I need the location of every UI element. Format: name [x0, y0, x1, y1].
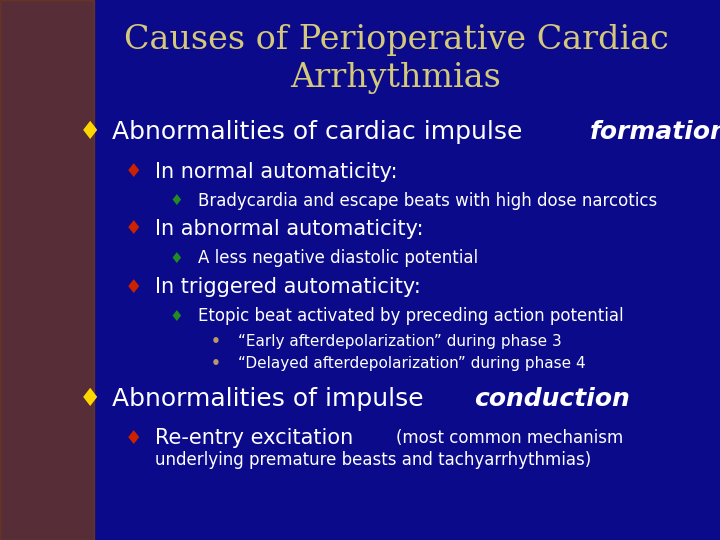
- Text: ♦: ♦: [170, 309, 183, 324]
- Text: ♦: ♦: [125, 219, 142, 239]
- Text: In abnormal automaticity:: In abnormal automaticity:: [155, 219, 423, 239]
- Text: (most common mechanism: (most common mechanism: [397, 429, 624, 448]
- Text: “Early afterdepolarization” during phase 3: “Early afterdepolarization” during phase…: [238, 334, 562, 349]
- Text: conduction: conduction: [474, 387, 630, 410]
- Text: “Delayed afterdepolarization” during phase 4: “Delayed afterdepolarization” during pha…: [238, 356, 585, 372]
- Text: ♦: ♦: [170, 193, 183, 208]
- Text: Arrhythmias: Arrhythmias: [291, 62, 501, 94]
- Text: •: •: [211, 356, 221, 372]
- Text: Abnormalities of impulse: Abnormalities of impulse: [112, 387, 431, 410]
- Text: Abnormalities of cardiac impulse: Abnormalities of cardiac impulse: [112, 120, 530, 144]
- Text: formation: formation: [590, 120, 720, 144]
- Text: ♦: ♦: [125, 162, 142, 181]
- Text: ♦: ♦: [78, 387, 102, 410]
- Text: In triggered automaticity:: In triggered automaticity:: [155, 277, 420, 298]
- Text: A less negative diastolic potential: A less negative diastolic potential: [198, 249, 478, 267]
- Text: ♦: ♦: [170, 251, 183, 266]
- Text: Bradycardia and escape beats with high dose narcotics: Bradycardia and escape beats with high d…: [198, 192, 657, 210]
- Text: underlying premature beasts and tachyarrhythmias): underlying premature beasts and tachyarr…: [155, 451, 591, 469]
- Text: In normal automaticity:: In normal automaticity:: [155, 161, 397, 182]
- Text: •: •: [211, 334, 221, 349]
- Text: :: :: [619, 387, 627, 410]
- Text: ♦: ♦: [125, 429, 142, 448]
- Text: ♦: ♦: [125, 278, 142, 297]
- Bar: [0, 0, 94, 540]
- Text: Causes of Perioperative Cardiac: Causes of Perioperative Cardiac: [124, 24, 668, 56]
- Text: Etopic beat activated by preceding action potential: Etopic beat activated by preceding actio…: [198, 307, 624, 326]
- Text: Re-entry excitation: Re-entry excitation: [155, 428, 360, 449]
- Text: ♦: ♦: [78, 120, 102, 144]
